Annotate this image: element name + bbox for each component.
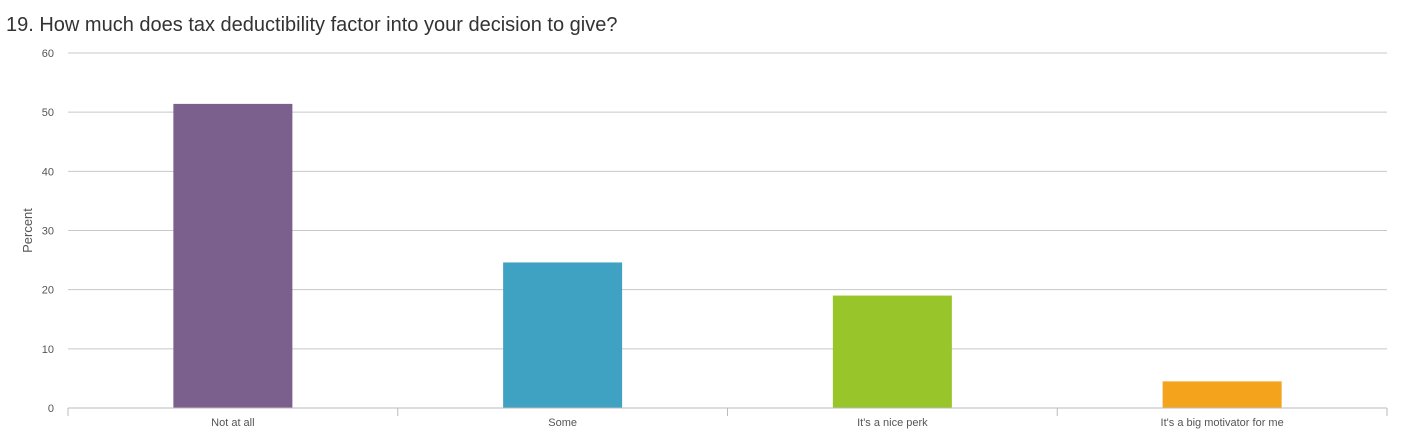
bars <box>173 103 1282 408</box>
y-tick-label: 60 <box>42 48 54 60</box>
x-tick-label: It's a big motivator for me <box>1161 417 1284 429</box>
y-tick-label: 40 <box>42 166 54 178</box>
bar-some <box>503 262 623 408</box>
gridlines <box>68 52 1387 350</box>
chart-title: 19. How much does tax deductibility fact… <box>6 14 618 36</box>
y-tick-label: 0 <box>48 403 54 415</box>
bar-it-s-a-big-motivator-for-me <box>1162 381 1282 408</box>
x-tick-label: Some <box>548 417 577 429</box>
y-tick-labels: 0 10 20 30 40 50 60 <box>42 48 54 415</box>
y-axis-title: Percent <box>20 208 35 253</box>
y-tick-label: 10 <box>42 344 54 356</box>
axes <box>67 407 1388 416</box>
x-tick-label: It's a nice perk <box>857 417 928 429</box>
y-tick-label: 30 <box>42 226 54 238</box>
x-tick-labels: Not at all Some It's a nice perk It's a big… <box>211 417 1284 429</box>
y-tick-label: 50 <box>42 107 54 119</box>
y-tick-label: 20 <box>42 285 54 297</box>
x-tick-label: Not at all <box>211 417 254 429</box>
bar-it-s-a-nice-perk <box>832 295 952 408</box>
bar-not-at-all <box>173 103 293 408</box>
